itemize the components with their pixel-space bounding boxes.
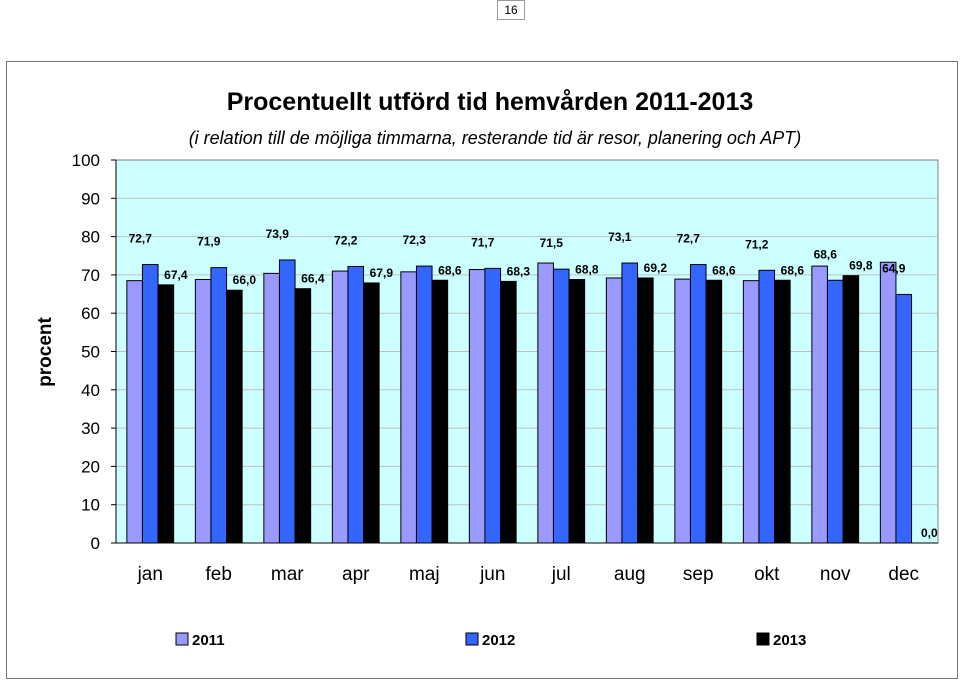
data-label-2013-okt: 68,6 bbox=[781, 263, 805, 277]
y-tick-label: 50 bbox=[81, 343, 100, 362]
y-tick-label: 0 bbox=[91, 534, 100, 553]
x-tick-label: jul bbox=[551, 564, 571, 585]
y-tick-label: 10 bbox=[81, 496, 100, 515]
data-label-2013-jul: 68,8 bbox=[575, 262, 599, 276]
x-tick-label: jan bbox=[137, 564, 163, 585]
x-tick-label: maj bbox=[409, 564, 440, 585]
data-label-2013-sep: 68,6 bbox=[712, 263, 736, 277]
x-tick-label: apr bbox=[342, 564, 370, 585]
bar-2013-mar bbox=[294, 288, 312, 544]
bar-2011-sep bbox=[674, 278, 691, 544]
bar-2013-maj bbox=[431, 279, 449, 544]
y-tick-label: 100 bbox=[72, 151, 100, 170]
bar-2013-sep bbox=[705, 279, 723, 544]
x-tick-label: feb bbox=[206, 564, 232, 585]
data-label-2012-apr: 72,2 bbox=[334, 233, 358, 247]
bar-2012-nov bbox=[826, 279, 844, 544]
chart-frame bbox=[6, 61, 958, 679]
y-tick-label: 60 bbox=[81, 304, 100, 323]
bar-2011-feb bbox=[194, 278, 212, 544]
bar-2013-jan bbox=[157, 284, 175, 544]
data-label-2013-feb: 66,0 bbox=[233, 273, 257, 287]
y-tick-label: 40 bbox=[81, 381, 100, 400]
bar-2012-mar bbox=[278, 259, 296, 544]
bar-2013-okt bbox=[774, 279, 791, 544]
data-label-2013-aug: 69,2 bbox=[644, 261, 668, 275]
y-axis-label: procent bbox=[35, 316, 56, 386]
y-tick-label: 30 bbox=[81, 419, 100, 438]
x-tick-label: dec bbox=[888, 564, 919, 585]
data-label-2012-jun: 71,7 bbox=[471, 235, 495, 249]
x-tick-label: okt bbox=[754, 564, 780, 585]
y-tick-label: 80 bbox=[81, 228, 100, 247]
bar-2012-maj bbox=[415, 265, 433, 544]
bar-2012-apr bbox=[347, 265, 365, 544]
legend-label-2013: 2013 bbox=[773, 632, 806, 649]
data-label-2012-aug: 73,1 bbox=[608, 230, 632, 244]
bar-2013-jun bbox=[500, 280, 517, 544]
data-label-2012-mar: 73,9 bbox=[266, 227, 290, 241]
data-label-2013-nov: 69,8 bbox=[849, 259, 873, 273]
bar-2013-feb bbox=[226, 289, 243, 544]
bar-2012-jan bbox=[141, 264, 159, 544]
legend-swatch-2012 bbox=[465, 632, 479, 646]
y-tick-label: 20 bbox=[81, 457, 100, 476]
data-label-2012-maj: 72,3 bbox=[403, 233, 427, 247]
data-label-2013-maj: 68,6 bbox=[438, 263, 462, 277]
bar-2011-jan bbox=[126, 280, 143, 544]
bar-2013-aug bbox=[637, 277, 654, 544]
legend-swatch-2011 bbox=[175, 632, 189, 646]
bar-2011-maj bbox=[400, 271, 417, 544]
bar-2012-dec bbox=[895, 293, 913, 544]
data-label-2013-apr: 67,9 bbox=[370, 266, 394, 280]
bar-2011-nov bbox=[811, 265, 828, 544]
x-tick-label: sep bbox=[683, 564, 714, 585]
data-label-2013-dec: 0,0 bbox=[921, 526, 938, 540]
bar-2012-aug bbox=[621, 262, 639, 544]
legend-swatch-2013 bbox=[756, 632, 770, 646]
bar-2013-apr bbox=[363, 282, 380, 544]
bar-2011-mar bbox=[263, 272, 280, 544]
bar-2012-feb bbox=[210, 267, 228, 544]
data-label-2012-jan: 72,7 bbox=[129, 232, 153, 246]
bar-2011-okt bbox=[742, 280, 760, 544]
chart-title: Procentuellt utförd tid hemvården 2011-2… bbox=[227, 88, 754, 116]
bar-2013-nov bbox=[842, 275, 860, 544]
bar-2012-sep bbox=[689, 264, 707, 544]
bar-2011-apr bbox=[331, 270, 349, 544]
bar-2012-jun bbox=[484, 267, 502, 544]
chart-subtitle: (i relation till de möjliga timmarna, re… bbox=[189, 128, 802, 148]
data-label-2012-nov: 68,6 bbox=[814, 247, 838, 261]
data-label-2012-okt: 71,2 bbox=[745, 237, 769, 251]
y-tick-label: 70 bbox=[81, 266, 100, 285]
legend-label-2011: 2011 bbox=[192, 632, 225, 649]
bar-2011-aug bbox=[605, 277, 623, 544]
bar-2012-okt bbox=[758, 269, 776, 544]
x-tick-label: mar bbox=[271, 564, 304, 585]
data-label-2012-jul: 71,5 bbox=[540, 236, 564, 250]
legend-label-2012: 2012 bbox=[482, 632, 515, 649]
bar-2012-jul bbox=[552, 268, 570, 544]
bar-2011-jul bbox=[537, 262, 554, 544]
data-label-2012-feb: 71,9 bbox=[197, 235, 221, 249]
x-tick-label: nov bbox=[820, 564, 851, 585]
bar-2011-dec bbox=[879, 261, 897, 544]
x-tick-label: jun bbox=[479, 564, 505, 585]
data-label-2012-sep: 72,7 bbox=[677, 232, 701, 246]
data-label-2013-mar: 66,4 bbox=[301, 272, 325, 286]
page-number: 16 bbox=[497, 0, 525, 20]
bar-2011-jun bbox=[468, 269, 486, 544]
bar-2013-jul bbox=[568, 278, 586, 544]
data-label-2013-jun: 68,3 bbox=[507, 264, 531, 278]
y-tick-label: 90 bbox=[81, 189, 100, 208]
data-label-2013-jan: 67,4 bbox=[164, 268, 188, 282]
x-tick-label: aug bbox=[614, 564, 646, 585]
data-label-2012-dec: 64,9 bbox=[882, 261, 906, 275]
